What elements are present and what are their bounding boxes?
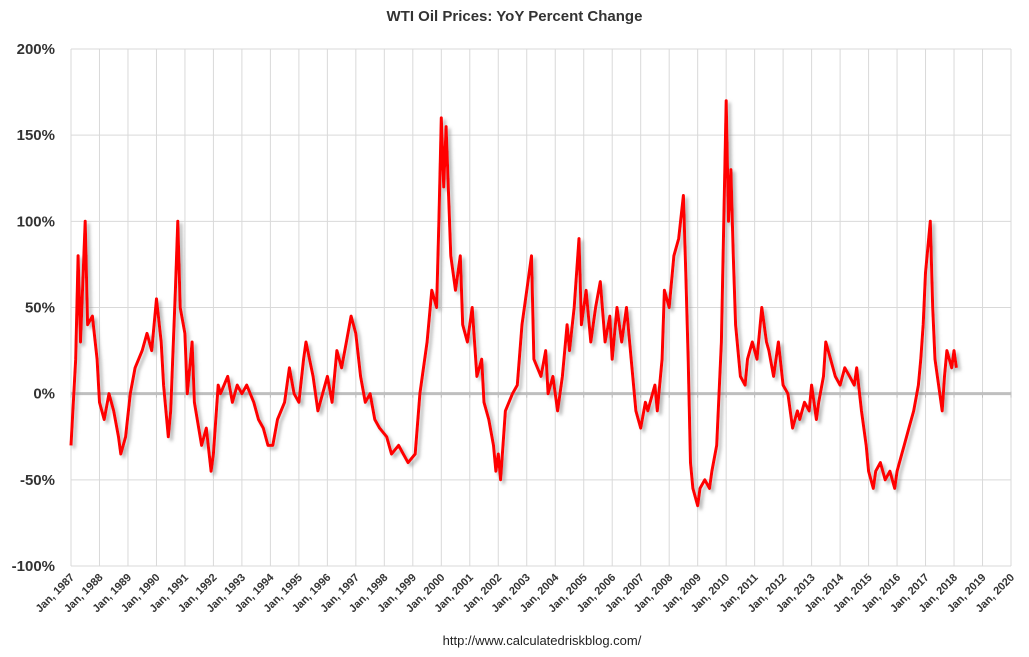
y-axis: 200% 150% 100% 50% 0% -50% -100% — [12, 41, 55, 575]
source-footer: http://www.calculatedriskblog.com/ — [442, 633, 642, 648]
y-tick-label: 0% — [33, 386, 55, 403]
chart-title: WTI Oil Prices: YoY Percent Change — [386, 8, 643, 25]
gridlines — [70, 48, 1012, 567]
y-tick-label: 100% — [17, 213, 55, 230]
y-tick-label: -50% — [20, 472, 55, 489]
series-layer — [69, 99, 958, 508]
y-tick-label: 150% — [17, 127, 55, 144]
y-tick-label: -100% — [12, 558, 55, 575]
series-line — [69, 99, 958, 508]
y-tick-label: 200% — [17, 41, 55, 58]
y-tick-label: 50% — [25, 300, 55, 317]
